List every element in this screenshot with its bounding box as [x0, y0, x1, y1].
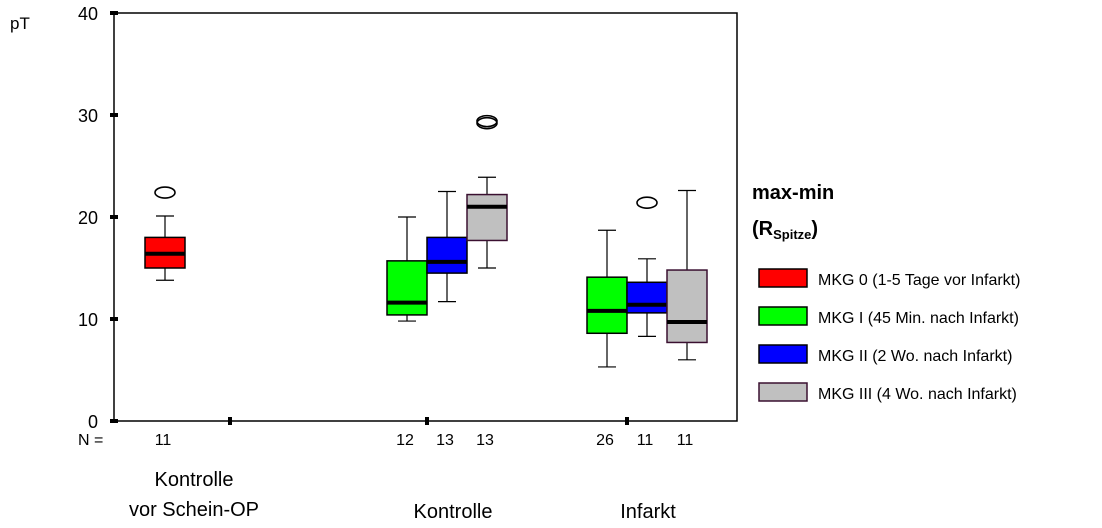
legend-subtitle-subscript: Spitze — [773, 227, 811, 242]
legend-label: MKG II (2 Wo. nach Infarkt) — [818, 348, 1012, 365]
legend-label: MKG 0 (1-5 Tage vor Infarkt) — [818, 272, 1020, 289]
y-tick-label: 40 — [78, 4, 98, 24]
y-axis-label: pT — [10, 14, 30, 33]
legend-subtitle-main: (R — [752, 218, 774, 240]
n-count: 11 — [155, 432, 172, 449]
y-tick-label: 20 — [78, 208, 98, 228]
y-tick-label: 10 — [78, 310, 98, 330]
legend-label: MKG I (45 Min. nach Infarkt) — [818, 310, 1019, 327]
n-count: 11 — [637, 432, 654, 449]
group-label: Infarkt — [620, 501, 676, 523]
legend-swatch — [759, 383, 807, 401]
group-label: vor Schein-OP — [129, 499, 259, 521]
group-label: Kontrolle — [155, 469, 234, 491]
legend-swatch — [759, 269, 807, 287]
iqr-box — [627, 282, 667, 313]
legend-subtitle-end: ) — [811, 218, 818, 240]
iqr-box — [467, 195, 507, 241]
n-count: 13 — [436, 432, 454, 449]
iqr-box — [587, 277, 627, 333]
y-tick-label: 30 — [78, 106, 98, 126]
iqr-box — [427, 237, 467, 273]
n-count: 11 — [677, 432, 694, 449]
n-count: 12 — [396, 432, 414, 449]
legend-item: MKG I (45 Min. nach Infarkt) — [759, 307, 1019, 327]
n-count: 26 — [596, 432, 614, 449]
legend-item: MKG III (4 Wo. nach Infarkt) — [759, 383, 1017, 403]
iqr-box — [387, 261, 427, 315]
legend-item: MKG II (2 Wo. nach Infarkt) — [759, 345, 1012, 365]
y-tick-label: 0 — [88, 412, 98, 432]
group-label: Kontrolle — [414, 501, 493, 523]
legend-item: MKG 0 (1-5 Tage vor Infarkt) — [759, 269, 1020, 289]
legend-label: MKG III (4 Wo. nach Infarkt) — [818, 386, 1017, 403]
legend-swatch — [759, 307, 807, 325]
legend-swatch — [759, 345, 807, 363]
n-label: N = — [78, 432, 103, 449]
iqr-box — [667, 270, 707, 342]
legend-title: max-min — [752, 182, 834, 204]
n-count: 13 — [476, 432, 494, 449]
